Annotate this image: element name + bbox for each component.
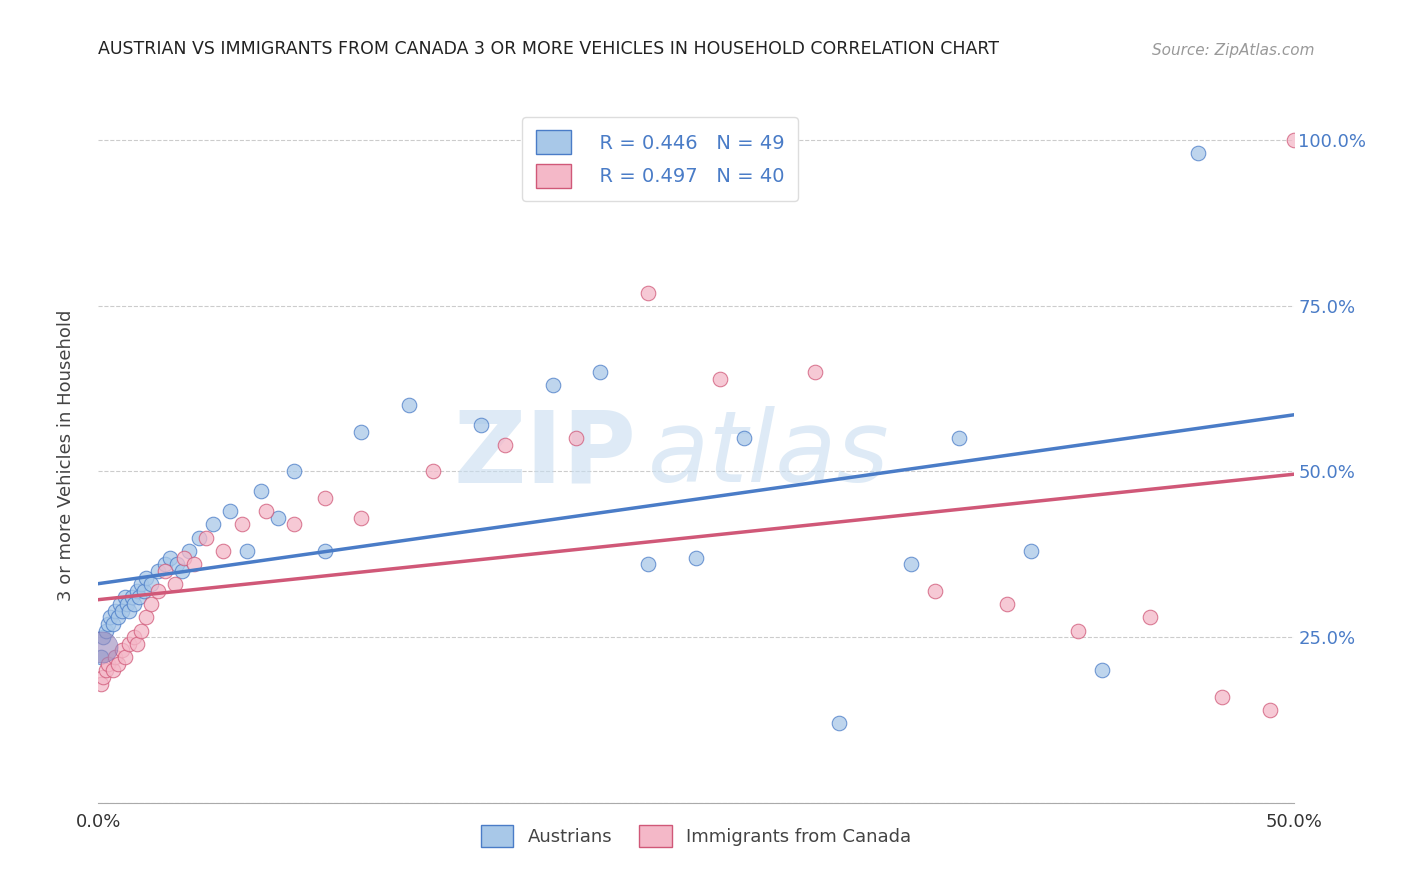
Point: [900, 558, 922, 572]
Point: [155, 558, 177, 572]
Point: [589, 365, 612, 379]
Point: [1067, 624, 1090, 638]
Point: [1211, 690, 1233, 704]
Point: [637, 285, 659, 300]
Point: [231, 517, 253, 532]
Point: [173, 550, 195, 565]
Point: [131, 624, 153, 638]
Point: [104, 650, 127, 665]
Point: [804, 365, 827, 379]
Point: [828, 716, 851, 731]
Point: [948, 431, 970, 445]
Point: [97, 657, 120, 671]
Point: [166, 558, 188, 572]
Point: [148, 564, 170, 578]
Point: [470, 418, 492, 433]
Point: [125, 583, 148, 598]
Point: [107, 610, 129, 624]
Point: [187, 531, 209, 545]
Point: [315, 491, 337, 505]
Point: [118, 604, 141, 618]
Point: [90, 650, 112, 665]
Point: [183, 558, 205, 572]
Point: [118, 637, 141, 651]
Point: [195, 531, 218, 545]
Point: [422, 465, 444, 479]
Point: [101, 616, 124, 631]
Point: [565, 431, 588, 445]
Y-axis label: 3 or more Vehicles in Household: 3 or more Vehicles in Household: [56, 310, 75, 600]
Point: [148, 583, 170, 598]
Point: [94, 624, 117, 638]
Point: [283, 517, 305, 532]
Point: [1139, 610, 1161, 624]
Point: [107, 657, 129, 671]
Point: [1258, 703, 1281, 717]
Point: [139, 597, 162, 611]
Point: [235, 544, 257, 558]
Point: [250, 484, 273, 499]
Point: [101, 663, 124, 677]
Point: [254, 504, 277, 518]
Point: [163, 577, 186, 591]
Point: [104, 604, 127, 618]
Point: [267, 511, 290, 525]
Point: [1091, 663, 1114, 677]
Point: [115, 597, 138, 611]
Text: Source: ZipAtlas.com: Source: ZipAtlas.com: [1152, 43, 1315, 58]
Point: [131, 577, 153, 591]
Point: [125, 637, 148, 651]
Point: [94, 663, 117, 677]
Point: [398, 398, 420, 412]
Point: [114, 650, 136, 665]
Point: [685, 550, 707, 565]
Point: [159, 550, 181, 565]
Legend: Austrians, Immigrants from Canada: Austrians, Immigrants from Canada: [471, 816, 921, 856]
Point: [211, 544, 233, 558]
Point: [202, 517, 225, 532]
Point: [135, 610, 157, 624]
Point: [132, 583, 155, 598]
Point: [709, 372, 731, 386]
Point: [124, 597, 146, 611]
Point: [315, 544, 337, 558]
Point: [283, 465, 305, 479]
Point: [637, 558, 659, 572]
Point: [139, 577, 162, 591]
Point: [155, 564, 177, 578]
Point: [124, 630, 146, 644]
Point: [541, 378, 564, 392]
Point: [97, 616, 120, 631]
Text: atlas: atlas: [648, 407, 890, 503]
Point: [121, 591, 143, 605]
Point: [90, 676, 112, 690]
Point: [995, 597, 1018, 611]
Point: [91, 640, 114, 654]
Text: ZIP: ZIP: [453, 407, 637, 503]
Point: [350, 511, 373, 525]
Point: [111, 604, 134, 618]
Point: [91, 630, 114, 644]
Point: [114, 591, 136, 605]
Point: [179, 544, 201, 558]
Point: [733, 431, 755, 445]
Point: [98, 610, 122, 624]
Point: [91, 670, 114, 684]
Point: [1187, 146, 1209, 161]
Point: [135, 570, 157, 584]
Point: [111, 643, 134, 657]
Point: [108, 597, 131, 611]
Point: [128, 591, 150, 605]
Point: [494, 438, 516, 452]
Point: [1019, 544, 1042, 558]
Point: [172, 564, 194, 578]
Point: [219, 504, 242, 518]
Point: [924, 583, 946, 598]
Text: AUSTRIAN VS IMMIGRANTS FROM CANADA 3 OR MORE VEHICLES IN HOUSEHOLD CORRELATION C: AUSTRIAN VS IMMIGRANTS FROM CANADA 3 OR …: [98, 40, 1000, 58]
Point: [350, 425, 373, 439]
Point: [1282, 133, 1305, 147]
